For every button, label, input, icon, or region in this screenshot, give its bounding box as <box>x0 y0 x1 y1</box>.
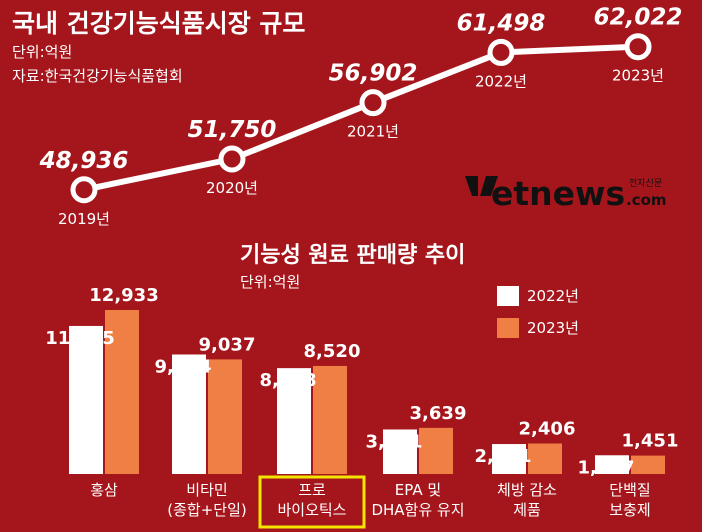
bar-value-label-2023: 1,451 <box>622 431 679 452</box>
category-label: (종합+단일) <box>167 501 246 519</box>
category-label: 제품 <box>513 501 541 519</box>
category-label: 프로 <box>298 481 326 499</box>
logo-text: etnews <box>491 174 625 213</box>
bar-2022 <box>69 325 103 474</box>
line-value-label: 48,936 <box>39 148 129 174</box>
bar-2022 <box>383 429 417 474</box>
category-label: DHA함유 유지 <box>371 501 464 519</box>
line-year-label: 2023년 <box>612 67 664 85</box>
bar-2022 <box>492 444 526 474</box>
bar-value-label-2022: 9,424 <box>155 356 212 377</box>
line-year-label: 2020년 <box>206 179 258 197</box>
bar-2023 <box>631 455 665 474</box>
bar-value-label-2022: 1,477 <box>578 457 635 478</box>
bar-2023 <box>313 365 347 474</box>
line-chart-title: 국내 건강기능식품시장 규모 <box>12 9 305 38</box>
line-chart-source: 자료:한국건강기능식품협회 <box>12 67 183 85</box>
line-value-label: 51,750 <box>188 117 277 143</box>
bar-2022 <box>172 354 206 474</box>
bar-chart-title: 기능성 원료 판매량 추이 <box>240 243 465 268</box>
legend-label-2023: 2023년 <box>527 319 579 337</box>
bar-2023 <box>528 443 562 474</box>
category-label: 홍삼 <box>90 481 118 499</box>
etnews-logo: etnews .com 전자신문 <box>465 174 667 213</box>
line-chart-unit: 단위:억원 <box>12 43 72 61</box>
bar-value-label-2023: 12,933 <box>89 285 158 306</box>
bar-2022 <box>277 368 311 474</box>
bar-value-label-2023: 2,406 <box>519 418 576 439</box>
bar-2023 <box>208 359 242 474</box>
line-value-label: 61,498 <box>457 10 546 36</box>
line-year-label: 2022년 <box>475 72 527 90</box>
line-point <box>624 33 652 61</box>
highlight-box <box>258 475 366 529</box>
bar-value-label-2022: 11,675 <box>45 328 114 349</box>
line-point <box>218 145 246 173</box>
category-label: 체방 감소 <box>497 481 557 499</box>
line-value-label: 56,902 <box>329 61 418 87</box>
bar-value-label-2022: 8,348 <box>260 370 317 391</box>
bar-value-label-2023: 8,520 <box>304 341 361 362</box>
category-label: 비타민 <box>186 481 227 499</box>
bar-2022 <box>595 455 629 474</box>
category-label: 바이오틱스 <box>277 501 346 519</box>
category-label: EPA 및 <box>395 481 441 499</box>
legend-swatch-2022 <box>497 286 519 306</box>
logo-mark-icon-2 <box>480 176 498 196</box>
bar-chart-unit: 단위:억원 <box>240 273 300 291</box>
bar-value-label-2022: 3,511 <box>366 431 423 452</box>
legend-swatch-2023 <box>497 318 519 338</box>
logo-suffix: .com <box>626 191 667 209</box>
bar-2023 <box>419 427 453 474</box>
legend-label-2022: 2022년 <box>527 287 579 305</box>
bar-value-label-2023: 3,639 <box>410 403 467 424</box>
line-year-label: 2019년 <box>58 210 110 228</box>
bar-2023 <box>105 310 139 474</box>
category-label: 보충제 <box>609 501 650 519</box>
category-label: 단백질 <box>609 481 650 499</box>
line-year-label: 2021년 <box>347 123 399 141</box>
line-point <box>487 38 515 66</box>
logo-mark-icon <box>465 176 478 196</box>
line-chart: 48,936 2019년 51,750 2020년 56,902 2021년 61,498 2… <box>39 5 683 228</box>
line-value-label: 62,022 <box>594 5 683 31</box>
line-point <box>359 89 387 117</box>
bar-legend: 2022년 2023년 <box>497 286 579 338</box>
bar-value-label-2022: 2,361 <box>475 446 532 467</box>
line-point <box>70 176 98 204</box>
bar-value-label-2023: 9,037 <box>199 334 256 355</box>
logo-small-text: 전자신문 <box>629 178 662 189</box>
